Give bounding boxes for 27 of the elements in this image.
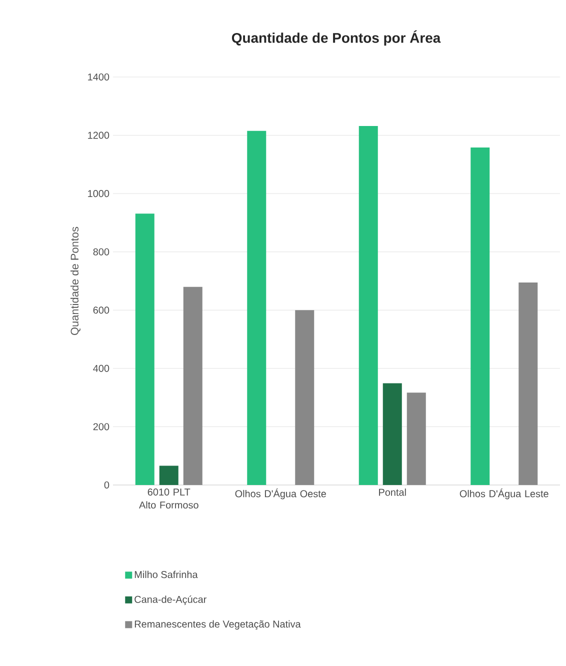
bar xyxy=(358,126,378,485)
bar xyxy=(382,383,402,485)
legend-label: Milho Safrinha xyxy=(134,570,198,578)
y-tick-label: 400 xyxy=(93,364,110,372)
x-tick-label: 6010 PLT Alto Formoso xyxy=(138,488,198,509)
y-tick-label: 1400 xyxy=(88,73,110,81)
legend-label: Cana-de-Açúcar xyxy=(134,595,206,605)
x-tick-label: Pontal xyxy=(379,488,406,496)
legend-label: Remanescentes de Vegetação Nativa xyxy=(134,620,301,630)
bar xyxy=(159,466,178,485)
bar xyxy=(135,214,154,485)
y-tick-label: 1200 xyxy=(88,132,110,139)
bar xyxy=(470,148,490,485)
bar xyxy=(406,392,426,485)
y-axis-title: Quantidade de Pontos xyxy=(70,226,80,336)
x-tick-label: Olhos D'Água Oeste xyxy=(235,488,326,500)
x-tick-label: Olhos D'Água Leste xyxy=(460,488,548,500)
y-tick-label: 800 xyxy=(93,248,110,256)
y-tick-label: 200 xyxy=(93,423,110,430)
y-tick-label: 1000 xyxy=(88,190,110,198)
bar xyxy=(247,130,266,485)
y-tick-label: 0 xyxy=(104,481,110,489)
y-tick-label: 600 xyxy=(93,306,110,314)
bar xyxy=(183,286,202,485)
chart-title: Quantidade de Pontos por Área xyxy=(232,30,441,46)
bar xyxy=(295,310,314,485)
bar xyxy=(518,282,538,485)
